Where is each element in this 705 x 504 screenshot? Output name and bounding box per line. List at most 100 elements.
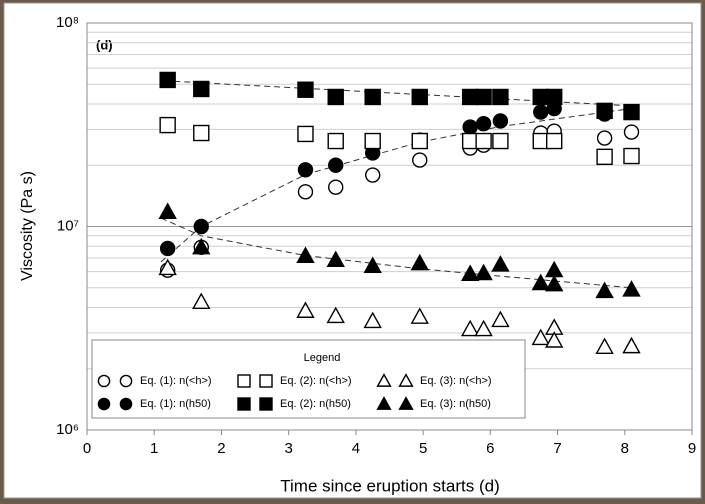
legend-box: [91, 339, 526, 419]
marker: [193, 218, 209, 235]
legend-title: Legend: [304, 352, 341, 364]
x-tick-label: 1: [150, 440, 158, 457]
legend-label: Eq. (2): n(h50): [280, 398, 351, 410]
marker: [596, 130, 613, 146]
marker: [475, 116, 492, 132]
legend-label: Eq. (2): n(<h>): [280, 375, 352, 387]
legend-marker: [97, 374, 111, 388]
x-tick-label: 0: [83, 440, 91, 457]
x-tick-label: 8: [621, 440, 629, 457]
x-tick-label: 3: [284, 440, 292, 457]
marker: [326, 250, 345, 268]
marker: [410, 253, 429, 271]
trendline: [160, 108, 632, 263]
marker: [460, 319, 480, 337]
marker: [462, 119, 478, 135]
marker: [492, 132, 509, 150]
legend-label: Eq. (3): n(h50): [420, 398, 491, 410]
marker: [410, 307, 429, 324]
marker: [531, 273, 550, 291]
marker: [622, 336, 641, 354]
marker: [328, 157, 344, 173]
marker: [623, 103, 640, 121]
marker: [193, 124, 210, 142]
legend-marker: [259, 374, 273, 388]
marker: [159, 240, 176, 257]
marker: [327, 132, 344, 150]
marker: [192, 292, 211, 310]
marker: [364, 132, 381, 150]
legend-label: Eq. (3): n(<h>): [420, 375, 492, 387]
marker: [363, 256, 382, 274]
x-tick-label: 9: [688, 440, 696, 457]
marker: [297, 81, 314, 98]
marker: [297, 184, 314, 200]
marker: [158, 202, 177, 219]
marker: [545, 274, 564, 292]
marker: [491, 255, 510, 272]
marker: [364, 88, 381, 106]
legend-marker: [97, 397, 111, 411]
x-axis-label: Time since eruption starts (d): [280, 476, 500, 495]
marker: [297, 162, 314, 178]
annotation: (d): [96, 37, 113, 52]
marker: [327, 88, 344, 106]
marker: [491, 310, 510, 328]
marker: [159, 116, 176, 134]
marker: [492, 113, 509, 129]
x-tick-label: 7: [553, 440, 561, 457]
marker: [623, 124, 640, 140]
marker: [595, 337, 614, 355]
legend-label: Eq. (1): n(<h>): [140, 375, 212, 387]
marker: [474, 263, 493, 281]
marker: [475, 132, 492, 150]
legend-marker: [376, 373, 392, 387]
chart-background: [3, 2, 702, 499]
x-tick-label: 5: [419, 440, 427, 457]
legend-marker: [119, 374, 133, 388]
x-tick-label: 2: [217, 440, 225, 457]
y-tick-label: 10⁶: [56, 421, 79, 438]
marker: [296, 246, 315, 264]
marker: [297, 125, 314, 143]
marker: [363, 311, 382, 329]
marker: [328, 179, 344, 195]
marker: [531, 328, 550, 346]
x-tick-label: 4: [352, 440, 360, 457]
marker: [545, 88, 563, 106]
legend-marker: [259, 397, 273, 411]
marker: [623, 147, 640, 165]
marker: [159, 71, 176, 89]
marker: [596, 148, 613, 166]
marker: [492, 88, 509, 106]
x-tick-label: 6: [486, 440, 494, 457]
marker: [326, 306, 345, 324]
marker: [460, 264, 480, 281]
y-axis-label: Viscosity (Pa s): [19, 171, 36, 281]
y-tick-label: 10⁷: [57, 217, 79, 234]
marker: [622, 280, 641, 297]
marker: [474, 319, 493, 337]
marker: [158, 258, 177, 276]
legend-marker: [119, 397, 133, 411]
marker: [595, 281, 614, 299]
legend-marker: [398, 396, 414, 410]
marker: [193, 80, 210, 98]
y-tick-label: 10⁸: [56, 14, 79, 31]
marker: [545, 132, 563, 150]
marker: [596, 102, 613, 120]
marker: [192, 237, 211, 255]
legend-marker: [398, 373, 414, 387]
marker: [545, 331, 564, 348]
marker: [411, 88, 428, 106]
marker: [533, 104, 549, 120]
plot-frame: [86, 22, 693, 431]
legend-marker: [237, 397, 251, 411]
legend-marker: [237, 374, 251, 388]
legend-marker: [376, 396, 392, 410]
marker: [412, 152, 428, 168]
marker: [411, 132, 428, 150]
marker: [475, 88, 492, 106]
